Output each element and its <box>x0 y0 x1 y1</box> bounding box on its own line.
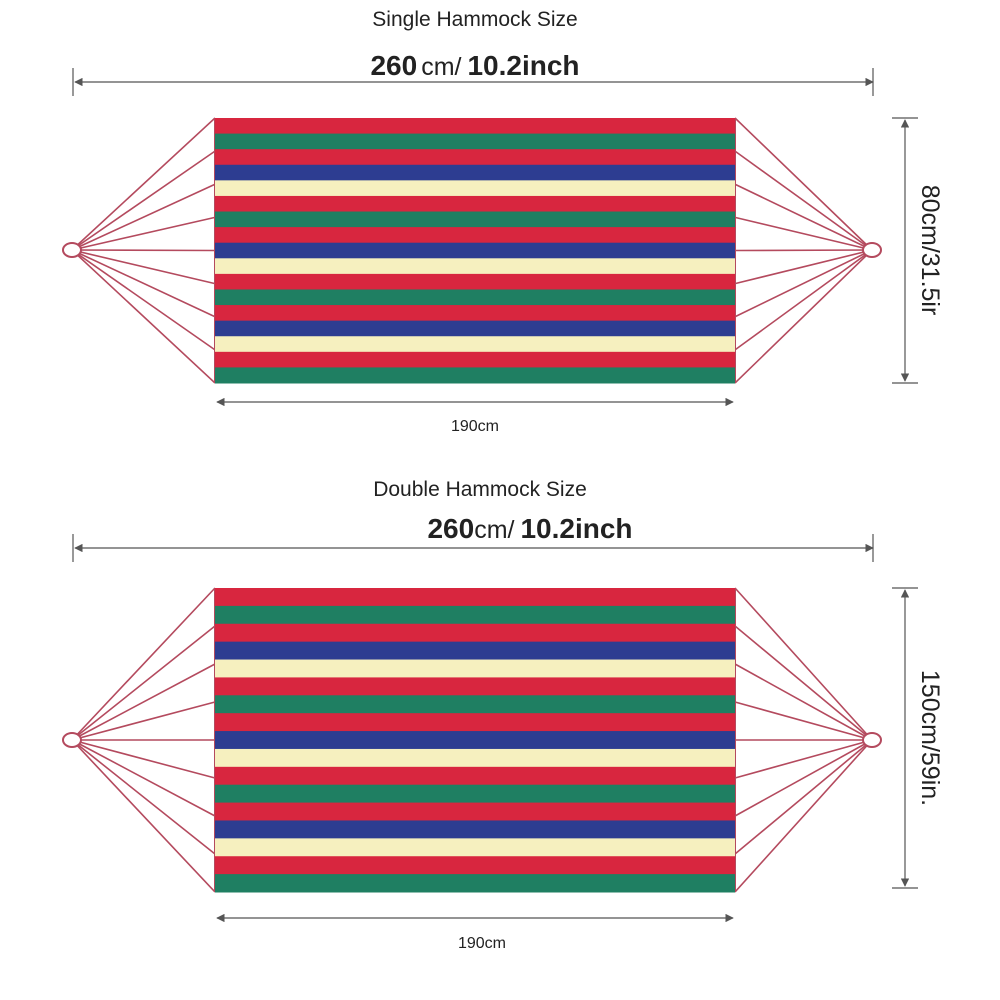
cord <box>71 739 216 817</box>
fabric-stripe <box>215 731 735 750</box>
cord <box>734 117 873 251</box>
fabric-stripe <box>215 659 735 678</box>
fabric-stripe <box>215 766 735 786</box>
cord <box>734 249 873 384</box>
cord <box>71 739 216 779</box>
cord <box>71 739 216 855</box>
length-number: 260 <box>370 50 417 81</box>
length-number: 260 <box>427 513 474 544</box>
ring <box>862 732 882 748</box>
cord <box>734 150 873 251</box>
cord <box>71 625 216 741</box>
fabric-stripe <box>215 820 735 839</box>
fabric-stripe <box>215 874 735 893</box>
length-label: 260cm/10.2inch <box>427 513 632 544</box>
fabric-stripe <box>215 588 735 607</box>
length-unit: cm/ <box>421 53 461 81</box>
cord <box>71 249 216 384</box>
cord <box>734 739 873 893</box>
fabric-stripe <box>215 273 735 290</box>
cord <box>71 701 216 741</box>
fabric-stripe <box>215 367 735 384</box>
fabric-stripe <box>215 641 735 661</box>
cord <box>71 216 216 251</box>
fabric-stripe <box>215 149 735 166</box>
fabric-stripe <box>215 133 735 150</box>
fabric-stripe <box>215 320 735 337</box>
cord <box>71 587 216 741</box>
fabric-stripe <box>215 784 735 804</box>
fabric-stripe <box>215 351 735 368</box>
cord <box>734 216 873 251</box>
fabric-stripe <box>215 713 735 732</box>
cord <box>71 249 216 285</box>
fabric-stripe <box>215 605 735 625</box>
fabric-stripe <box>215 695 735 714</box>
cord <box>71 150 216 251</box>
panel-title: Single Hammock Size <box>372 8 577 31</box>
width-label: 190cm <box>451 418 499 435</box>
cord <box>71 249 216 252</box>
fabric-stripe <box>215 838 735 857</box>
ring <box>62 732 82 748</box>
fabric-stripe <box>215 258 735 275</box>
fabric-stripe <box>215 623 735 643</box>
fabric-stripe <box>215 180 735 197</box>
ring <box>862 242 882 258</box>
cord <box>71 183 216 251</box>
cord <box>734 249 873 318</box>
cord <box>71 663 216 741</box>
cord <box>734 249 873 351</box>
cord <box>71 249 216 351</box>
fabric-stripe <box>215 856 735 875</box>
cord <box>734 625 873 741</box>
fabric-stripe <box>215 195 735 213</box>
height-label: 80cm/31.5ir <box>916 185 944 316</box>
fabric-stripe <box>215 211 735 228</box>
cord <box>734 739 873 817</box>
cord <box>734 663 873 741</box>
cord <box>734 701 873 741</box>
cord <box>734 249 873 252</box>
fabric-stripe <box>215 305 735 322</box>
cord <box>734 249 873 285</box>
fabric-stripe <box>215 164 735 181</box>
cord <box>71 117 216 251</box>
length-inch: 10.2inch <box>520 513 632 544</box>
cord <box>734 739 873 779</box>
fabric-stripe <box>215 118 735 135</box>
cord <box>71 739 216 893</box>
fabric-stripe <box>215 677 735 696</box>
length-inch: 10.2inch <box>467 50 579 81</box>
ring <box>62 242 82 258</box>
cord <box>734 587 873 741</box>
height-label: 150cm/59in. <box>916 670 944 806</box>
width-label: 190cm <box>458 935 506 952</box>
cord <box>734 739 873 855</box>
fabric-stripe <box>215 289 735 306</box>
cord <box>734 183 873 251</box>
artwork <box>62 68 918 923</box>
fabric-stripe <box>215 802 735 821</box>
fabric-stripe <box>215 748 735 768</box>
fabric-stripe <box>215 336 735 353</box>
panel-title: Double Hammock Size <box>373 478 587 501</box>
length-unit: cm/ <box>474 516 514 544</box>
cord <box>71 249 216 318</box>
fabric-stripe <box>215 242 735 259</box>
fabric-stripe <box>215 227 735 244</box>
